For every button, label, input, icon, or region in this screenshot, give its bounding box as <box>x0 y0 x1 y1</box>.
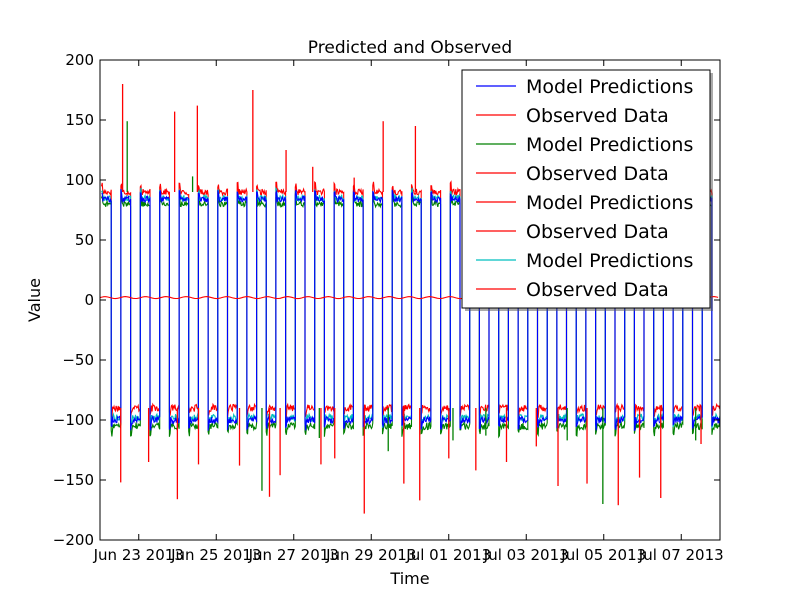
y-tick-label: −200 <box>53 531 94 549</box>
y-tick-label: 200 <box>65 51 94 69</box>
x-tick-label: Jun 29 2013 <box>325 546 416 564</box>
y-tick-label: 0 <box>84 291 94 309</box>
y-tick-label: 150 <box>65 111 94 129</box>
legend-label: Model Predictions <box>526 134 693 156</box>
legend-box <box>461 69 711 309</box>
y-tick-label: 50 <box>75 231 94 249</box>
x-tick-label: Jul 03 2013 <box>483 546 569 564</box>
y-tick-label: −150 <box>53 471 94 489</box>
chart-title: Predicted and Observed <box>308 38 512 58</box>
y-axis: 200 150 100 50 0 −50 −100 −150 −200 <box>53 51 720 549</box>
legend-label: Model Predictions <box>526 76 693 98</box>
legend-label: Model Predictions <box>526 250 693 272</box>
legend-label: Observed Data <box>526 221 669 243</box>
x-tick-label: Jun 25 2013 <box>170 546 261 564</box>
y-axis-label: Value <box>25 278 44 322</box>
x-axis-label: Time <box>389 569 429 588</box>
x-tick-label: Jul 01 2013 <box>405 546 491 564</box>
legend-label: Observed Data <box>526 279 669 301</box>
legend-label: Observed Data <box>526 163 669 185</box>
x-tick-label: Jul 07 2013 <box>638 546 724 564</box>
x-tick-label: Jun 23 2013 <box>93 546 184 564</box>
x-tick-label: Jul 05 2013 <box>560 546 646 564</box>
y-tick-label: −50 <box>62 351 94 369</box>
legend: Model Predictions Observed Data Model Pred… <box>461 69 713 311</box>
legend-label: Model Predictions <box>526 192 693 214</box>
x-tick-label: Jun 27 2013 <box>248 546 339 564</box>
y-tick-label: −100 <box>53 411 94 429</box>
y-tick-label: 100 <box>65 171 94 189</box>
legend-label: Observed Data <box>526 105 669 127</box>
